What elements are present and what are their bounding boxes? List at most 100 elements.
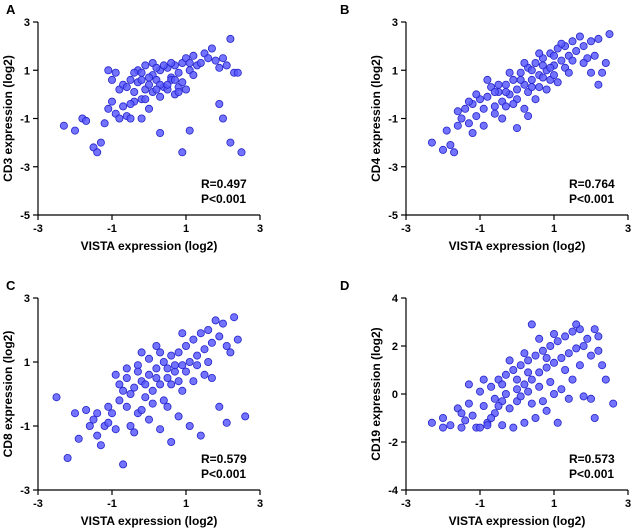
data-point: [498, 114, 507, 123]
data-point: [233, 335, 242, 344]
data-point: [487, 382, 496, 391]
data-point: [457, 114, 466, 123]
y-tick-label: -3: [20, 162, 30, 174]
data-point: [450, 148, 459, 157]
data-point: [115, 380, 124, 389]
data-point: [498, 380, 507, 389]
data-point: [189, 71, 198, 80]
data-point: [104, 402, 113, 411]
data-point: [501, 80, 510, 89]
data-point: [594, 80, 603, 89]
data-point: [527, 399, 536, 408]
data-point: [63, 453, 72, 462]
data-point: [222, 61, 231, 70]
y-tick-label: 1: [392, 65, 398, 77]
data-point: [167, 351, 176, 360]
data-point: [174, 88, 183, 97]
data-point: [531, 59, 540, 68]
data-point: [601, 375, 610, 384]
data-point: [218, 319, 227, 328]
data-point: [130, 88, 139, 97]
y-tick-label: 2: [392, 341, 398, 353]
data-point: [583, 334, 592, 343]
data-point: [137, 348, 146, 357]
data-point: [598, 361, 607, 370]
data-point: [122, 364, 131, 373]
data-point: [204, 54, 213, 63]
data-point: [189, 51, 198, 60]
correlation-r: R=0.579: [201, 452, 247, 466]
data-point: [230, 313, 239, 322]
y-tick-label: -2: [388, 437, 398, 449]
data-point: [524, 368, 533, 377]
data-point: [82, 116, 91, 125]
correlation-r: R=0.764: [569, 177, 615, 191]
data-point: [464, 119, 473, 128]
x-axis-title: VISTA expression (log2): [449, 239, 586, 253]
p-value: P<0.001: [201, 467, 246, 481]
y-tick-label: 3: [24, 293, 30, 305]
data-point: [601, 59, 610, 68]
data-point: [163, 80, 172, 89]
y-tick-label: 3: [24, 17, 30, 29]
data-point: [494, 401, 503, 410]
data-point: [185, 421, 194, 430]
data-point: [137, 68, 146, 77]
data-point: [152, 373, 161, 382]
data-point: [509, 365, 518, 374]
data-point: [475, 423, 484, 432]
x-axis-title: VISTA expression (log2): [81, 239, 218, 253]
data-point: [550, 71, 559, 80]
data-point: [587, 394, 596, 403]
y-tick-label: -4: [388, 485, 399, 497]
data-point: [438, 413, 447, 422]
data-point: [594, 346, 603, 355]
data-point: [163, 364, 172, 373]
data-point: [96, 441, 105, 450]
data-point: [156, 92, 165, 101]
data-point: [119, 102, 128, 111]
data-point: [215, 332, 224, 341]
y-tick-label: 4: [392, 293, 399, 305]
data-point: [594, 332, 603, 341]
data-point: [193, 361, 202, 370]
data-point: [185, 126, 194, 135]
data-point: [527, 83, 536, 92]
data-point: [126, 75, 135, 84]
panel-label: A: [6, 2, 16, 17]
data-point: [587, 351, 596, 360]
data-point: [479, 401, 488, 410]
data-point: [490, 102, 499, 111]
p-value: P<0.001: [201, 192, 246, 206]
data-point: [561, 332, 570, 341]
data-point: [464, 380, 473, 389]
data-point: [163, 402, 172, 411]
data-point: [590, 413, 599, 422]
y-axis-title: CD8 expression (log2): [1, 331, 15, 458]
data-point: [501, 389, 510, 398]
data-point: [550, 389, 559, 398]
data-point: [96, 138, 105, 147]
data-point: [520, 104, 529, 113]
data-point: [590, 325, 599, 334]
data-point: [490, 394, 499, 403]
data-point: [487, 413, 496, 422]
data-point: [233, 68, 242, 77]
data-point: [104, 66, 113, 75]
data-point: [587, 68, 596, 77]
data-point: [93, 431, 102, 440]
data-point: [557, 353, 566, 362]
x-tick-label: -3: [33, 498, 43, 510]
data-point: [568, 375, 577, 384]
data-point: [74, 434, 83, 443]
data-point: [178, 329, 187, 338]
data-point: [564, 68, 573, 77]
data-point: [572, 47, 581, 56]
data-point: [207, 338, 216, 347]
data-point: [196, 329, 205, 338]
data-point: [196, 59, 205, 68]
data-point: [207, 44, 216, 53]
y-tick-label: 1: [24, 357, 30, 369]
data-point: [561, 365, 570, 374]
